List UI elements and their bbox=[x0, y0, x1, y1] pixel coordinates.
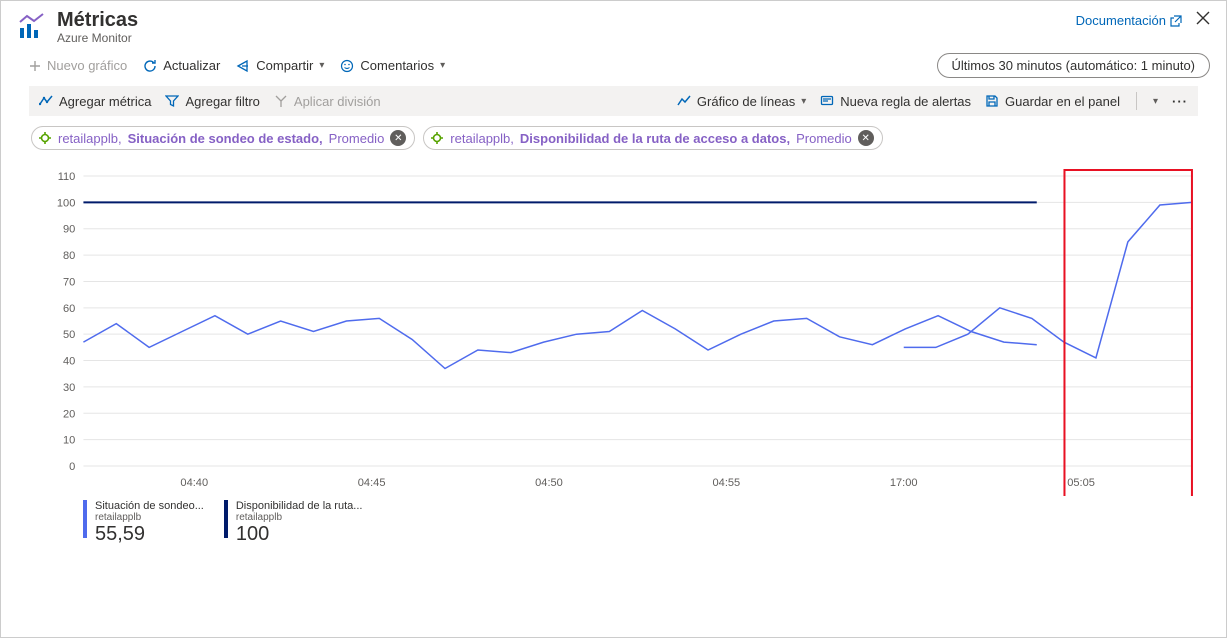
page-title: Métricas bbox=[57, 9, 138, 31]
apply-split-label: Aplicar división bbox=[294, 94, 381, 109]
svg-text:10: 10 bbox=[63, 435, 75, 447]
svg-text:60: 60 bbox=[63, 303, 75, 315]
legend-item[interactable]: Situación de sondeo...retailapplb55,59 bbox=[83, 500, 204, 546]
refresh-label: Actualizar bbox=[163, 58, 220, 73]
svg-text:20: 20 bbox=[63, 408, 75, 420]
time-range-label: Últimos 30 minutos (automático: 1 minuto… bbox=[952, 58, 1195, 73]
new-alert-label: Nueva regla de alertas bbox=[840, 94, 971, 109]
svg-text:17:00: 17:00 bbox=[890, 477, 918, 489]
add-filter-label: Agregar filtro bbox=[185, 94, 259, 109]
legend-row: Situación de sondeo...retailapplb55,59Di… bbox=[29, 500, 1198, 546]
new-chart-label: Nuevo gráfico bbox=[47, 58, 127, 73]
chip-agg: Promedio bbox=[796, 131, 852, 146]
svg-text:04:45: 04:45 bbox=[358, 477, 386, 489]
chip-metric: Disponibilidad de la ruta de acceso a da… bbox=[520, 131, 790, 146]
chevron-down-icon: ▾ bbox=[1153, 96, 1158, 107]
refresh-icon bbox=[143, 59, 157, 73]
svg-text:100: 100 bbox=[57, 197, 75, 209]
smile-icon bbox=[340, 59, 354, 73]
chip-remove-button[interactable]: ✕ bbox=[390, 130, 406, 146]
add-metric-label: Agregar métrica bbox=[59, 94, 151, 109]
separator bbox=[1136, 92, 1137, 110]
chevron-down-icon: ▾ bbox=[440, 60, 445, 71]
chart-area: 0 10 20 30 40 50 60 70 80 90 100 110 04:40 04:45 04:50… bbox=[29, 166, 1198, 496]
legend-title: Situación de sondeo... bbox=[95, 500, 204, 512]
legend-value: 100 bbox=[236, 523, 363, 546]
save-to-dashboard-button[interactable]: Guardar en el panel bbox=[985, 94, 1120, 109]
close-button[interactable] bbox=[1196, 11, 1210, 28]
svg-text:0: 0 bbox=[69, 461, 75, 473]
chip-remove-button[interactable]: ✕ bbox=[858, 130, 874, 146]
documentation-link-label: Documentación bbox=[1076, 13, 1166, 28]
external-link-icon bbox=[1170, 15, 1182, 27]
chart-type-button[interactable]: Gráfico de líneas ▾ bbox=[677, 94, 806, 109]
filter-icon bbox=[165, 94, 179, 108]
legend-color-bar bbox=[83, 500, 87, 538]
svg-text:05:05: 05:05 bbox=[1067, 477, 1095, 489]
svg-text:110: 110 bbox=[58, 171, 76, 183]
legend-subtitle: retailapplb bbox=[95, 512, 204, 523]
chip-resource: retailapplb, bbox=[450, 131, 514, 146]
svg-text:90: 90 bbox=[63, 224, 75, 236]
save-label: Guardar en el panel bbox=[1005, 94, 1120, 109]
share-button[interactable]: Compartir ▾ bbox=[236, 58, 324, 73]
svg-text:80: 80 bbox=[63, 250, 75, 262]
svg-text:70: 70 bbox=[63, 276, 75, 288]
share-icon bbox=[236, 59, 250, 73]
save-dropdown-button[interactable]: ▾ bbox=[1153, 96, 1158, 107]
chip-metric: Situación de sondeo de estado, bbox=[128, 131, 323, 146]
page-header: Métricas Azure Monitor Documentación bbox=[1, 1, 1226, 49]
refresh-button[interactable]: Actualizar bbox=[143, 58, 220, 73]
save-icon bbox=[985, 94, 999, 108]
add-metric-icon bbox=[39, 94, 53, 108]
new-alert-button[interactable]: Nueva regla de alertas bbox=[820, 94, 971, 109]
resource-icon bbox=[38, 131, 52, 145]
metric-chip[interactable]: retailapplb, Disponibilidad de la ruta d… bbox=[423, 126, 882, 150]
line-chart-icon bbox=[677, 94, 691, 108]
chip-resource: retailapplb, bbox=[58, 131, 122, 146]
new-chart-button[interactable]: Nuevo gráfico bbox=[29, 58, 127, 73]
split-icon bbox=[274, 94, 288, 108]
svg-text:40: 40 bbox=[63, 356, 75, 368]
close-icon bbox=[1196, 11, 1210, 25]
more-button[interactable]: ··· bbox=[1172, 94, 1188, 109]
svg-text:04:50: 04:50 bbox=[535, 477, 563, 489]
resource-icon bbox=[430, 131, 444, 145]
documentation-link[interactable]: Documentación bbox=[1076, 13, 1182, 28]
chart-card: Agregar métrica Agregar filtro Aplicar d… bbox=[29, 86, 1198, 546]
svg-text:04:55: 04:55 bbox=[713, 477, 741, 489]
svg-text:04:40: 04:40 bbox=[180, 477, 208, 489]
chip-agg: Promedio bbox=[329, 131, 385, 146]
page-toolbar: Nuevo gráfico Actualizar Compartir ▾ Com… bbox=[1, 49, 1226, 86]
metrics-icon bbox=[17, 12, 47, 42]
card-toolbar: Agregar métrica Agregar filtro Aplicar d… bbox=[29, 86, 1198, 116]
svg-text:30: 30 bbox=[63, 382, 75, 394]
legend-color-bar bbox=[224, 500, 228, 538]
metric-chip[interactable]: retailapplb, Situación de sondeo de esta… bbox=[31, 126, 415, 150]
chart-type-label: Gráfico de líneas bbox=[697, 94, 795, 109]
add-metric-button[interactable]: Agregar métrica bbox=[39, 94, 151, 109]
title-block: Métricas Azure Monitor bbox=[17, 9, 1076, 45]
legend-item[interactable]: Disponibilidad de la ruta...retailapplb1… bbox=[224, 500, 363, 546]
add-filter-button[interactable]: Agregar filtro bbox=[165, 94, 259, 109]
chevron-down-icon: ▾ bbox=[319, 60, 324, 71]
time-range-button[interactable]: Últimos 30 minutos (automático: 1 minuto… bbox=[937, 53, 1210, 78]
feedback-button[interactable]: Comentarios ▾ bbox=[340, 58, 445, 73]
legend-title: Disponibilidad de la ruta... bbox=[236, 500, 363, 512]
alert-icon bbox=[820, 94, 834, 108]
legend-value: 55,59 bbox=[95, 523, 204, 546]
plus-icon bbox=[29, 60, 41, 72]
apply-split-button[interactable]: Aplicar división bbox=[274, 94, 381, 109]
metric-chips-row: retailapplb, Situación de sondeo de esta… bbox=[29, 116, 1198, 160]
chevron-down-icon: ▾ bbox=[801, 96, 806, 107]
svg-text:50: 50 bbox=[63, 329, 75, 341]
share-label: Compartir bbox=[256, 58, 313, 73]
page-subtitle: Azure Monitor bbox=[57, 31, 138, 45]
feedback-label: Comentarios bbox=[360, 58, 434, 73]
legend-subtitle: retailapplb bbox=[236, 512, 363, 523]
